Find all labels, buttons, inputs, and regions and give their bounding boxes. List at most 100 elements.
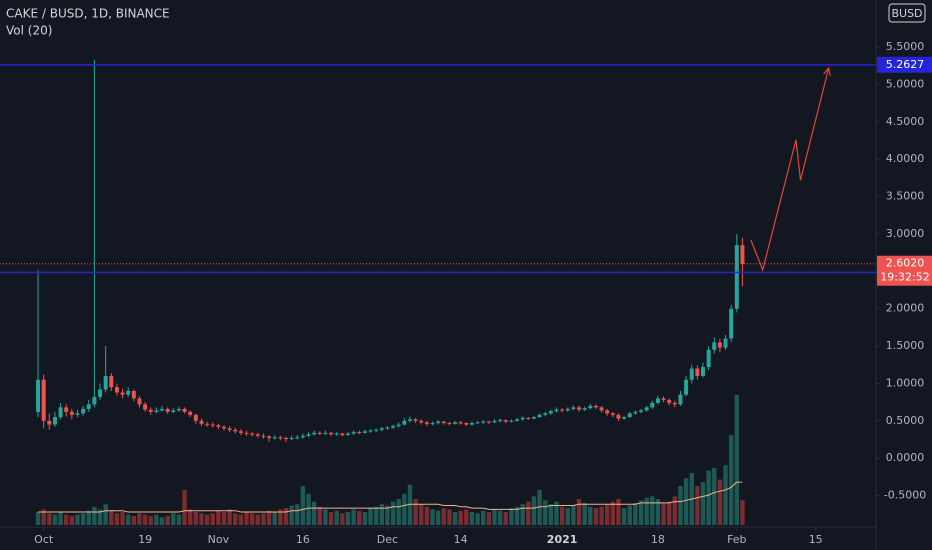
volume-bar (311, 501, 317, 525)
candle-body (661, 398, 666, 400)
candle-body (250, 433, 255, 435)
candle-body (639, 410, 644, 412)
volume-bar (559, 506, 565, 525)
volume-bar (700, 482, 706, 525)
candle-body (210, 424, 215, 426)
candle-body (278, 437, 283, 439)
candle-body (114, 387, 119, 393)
candle-body (126, 390, 131, 395)
candle-body (374, 429, 379, 431)
candle-body (678, 394, 683, 405)
candle-body (385, 427, 390, 429)
y-tick-label: 2.0000 (886, 302, 925, 315)
candle-body (402, 420, 407, 425)
x-tick-label: 14 (454, 533, 468, 546)
candle-body (610, 413, 615, 415)
volume-bar (255, 514, 261, 525)
volume-bar (582, 502, 587, 525)
candle-body (58, 407, 63, 418)
candle-body (261, 435, 266, 437)
volume-bar (41, 509, 46, 525)
volume-bar (171, 513, 176, 525)
candle-body (391, 426, 396, 428)
volume-bar (644, 497, 649, 525)
volume-bar (402, 493, 407, 525)
candle-body (143, 404, 148, 410)
volume-bar (137, 513, 142, 525)
volume-bar (588, 506, 593, 525)
candle-body (633, 411, 638, 414)
candle-body (441, 421, 446, 424)
candle-body (109, 376, 114, 388)
volume-bar (362, 512, 368, 525)
candle-body (86, 404, 91, 409)
volume-bar (666, 501, 672, 525)
volume-bar (340, 513, 345, 525)
countdown-label: 19:32:52 (880, 271, 929, 284)
candle-body (729, 308, 734, 339)
candle-body (64, 407, 69, 412)
volume-bar (52, 514, 58, 525)
candle-body (362, 431, 367, 433)
volume-bar (481, 510, 486, 525)
volume-bar (548, 504, 554, 525)
candle-body (272, 437, 277, 439)
volume-bar (109, 510, 114, 525)
volume-bar (300, 486, 306, 525)
volume-bar (114, 513, 120, 525)
candle-body (413, 419, 418, 421)
volume-bar (35, 512, 41, 525)
candle-body (334, 433, 339, 435)
volume-bar (357, 510, 362, 525)
volume-bar (458, 510, 463, 525)
candle-body (188, 411, 193, 415)
candle-body (526, 417, 531, 419)
candle-body (571, 407, 576, 409)
candle-body (650, 402, 655, 408)
candle-body (498, 420, 503, 422)
volume-bar (571, 505, 576, 525)
y-tick-label: 4.0000 (886, 152, 925, 165)
candle-body (723, 338, 728, 348)
candle-body (182, 408, 187, 412)
volume-bar (452, 512, 458, 525)
candle-body (283, 438, 288, 440)
currency-button[interactable] (888, 3, 926, 23)
candle-body (148, 409, 153, 412)
volume-bar (323, 509, 328, 525)
volume-bar (706, 470, 711, 525)
volume-bar (627, 505, 632, 525)
level-label-box (877, 56, 932, 73)
candle-body (233, 429, 238, 432)
last-price-label: 2.6020 (886, 257, 925, 270)
volume-bar (650, 496, 655, 525)
volume-bar (80, 513, 86, 525)
candle-body (69, 411, 74, 415)
candle-body (41, 379, 46, 421)
volume-bar (69, 515, 75, 525)
volume-ma-line (38, 481, 743, 513)
candle-body (689, 368, 694, 380)
volume-bar (103, 504, 108, 525)
candle-body (289, 438, 294, 440)
volume-bar (385, 505, 390, 525)
volume-bar (661, 502, 666, 525)
candle-body (627, 413, 632, 418)
volume-bar (514, 506, 520, 525)
volume-bar (187, 509, 193, 525)
y-tick-label: 0.0000 (886, 451, 925, 464)
volume-bar (576, 499, 582, 525)
volume-bar (672, 496, 678, 525)
candle-body (605, 410, 610, 414)
x-tick-label: 19 (138, 533, 152, 546)
x-tick-label: 2021 (547, 533, 578, 546)
volume-bar (565, 508, 570, 525)
volume-bar (531, 496, 537, 525)
volume-bar (740, 500, 745, 525)
candle-body (712, 342, 717, 350)
volume-bar (554, 501, 559, 525)
currency-button-label[interactable]: BUSD (891, 7, 922, 20)
y-tick-label: 4.5000 (886, 115, 925, 128)
volume-bar (678, 486, 683, 525)
